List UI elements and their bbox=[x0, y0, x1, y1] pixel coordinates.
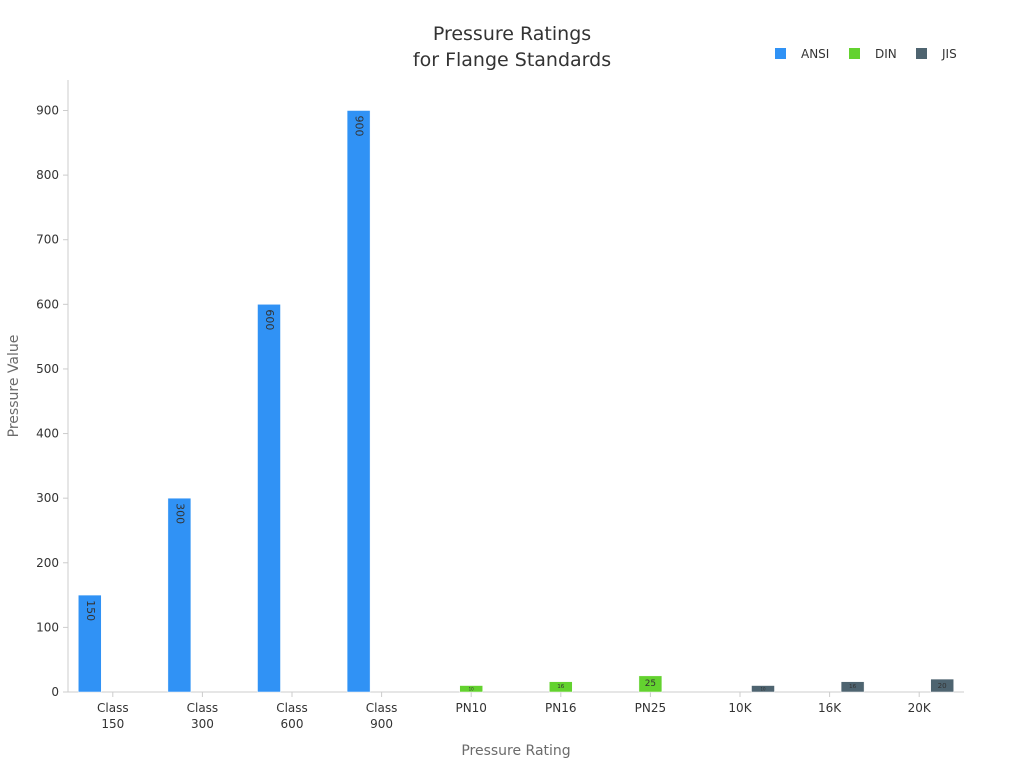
y-tick-label: 200 bbox=[36, 556, 59, 570]
x-tick-label-line: 20K bbox=[908, 701, 932, 715]
y-tick-label: 500 bbox=[36, 362, 59, 376]
bar-series: 150 300 600 900 10 16 25 10 16 20 bbox=[78, 110, 954, 693]
x-tick-label-line: 300 bbox=[191, 717, 214, 731]
x-tick-label-line: PN10 bbox=[455, 701, 486, 715]
x-tick-label-line: 900 bbox=[370, 717, 393, 731]
x-tick-label-line: 10K bbox=[728, 701, 752, 715]
bar-value-label: 10 bbox=[760, 686, 766, 691]
bar-din bbox=[549, 681, 573, 693]
y-tick-label: 100 bbox=[36, 620, 59, 634]
y-tick-label: 400 bbox=[36, 427, 59, 441]
y-axis-title: Pressure Value bbox=[6, 335, 22, 438]
bar-ansi bbox=[346, 110, 371, 693]
x-tick-label: Class 300 bbox=[187, 701, 219, 731]
x-tick-label-line: Class bbox=[366, 701, 398, 715]
bar-value-label: 16 bbox=[849, 684, 857, 690]
chart-title-line-2: for Flange Standards bbox=[413, 49, 611, 71]
legend-label-din: DIN bbox=[875, 47, 897, 61]
x-tick-label-line: 16K bbox=[818, 701, 842, 715]
x-tick-label-line: PN25 bbox=[635, 701, 666, 715]
x-tick-label-line: 600 bbox=[281, 717, 304, 731]
x-tick-label-line: Class bbox=[187, 701, 219, 715]
x-tick-label: PN16 bbox=[545, 701, 576, 715]
x-tick-label: Class 900 bbox=[366, 701, 398, 731]
bar-din bbox=[638, 675, 663, 693]
bar-jis bbox=[751, 685, 775, 693]
bar-value-label: 600 bbox=[263, 309, 276, 330]
y-tick-label: 600 bbox=[36, 297, 59, 311]
y-tick-label: 0 bbox=[51, 685, 59, 699]
bar-ansi bbox=[78, 594, 102, 693]
bar-ansi bbox=[167, 497, 192, 693]
y-axis-ticks: 0 100 200 300 400 500 600 700 800 900 bbox=[36, 104, 68, 699]
x-tick-label: Class 150 bbox=[97, 701, 129, 731]
legend-label-ansi: ANSI bbox=[801, 47, 829, 61]
bar-value-label: 10 bbox=[469, 686, 475, 691]
x-tick-label: PN25 bbox=[635, 701, 666, 715]
bar-value-label: 16 bbox=[557, 684, 565, 690]
x-tick-label: 20K bbox=[908, 701, 932, 715]
legend-label-jis: JIS bbox=[941, 47, 957, 61]
x-tick-label: Class 600 bbox=[276, 701, 308, 731]
legend-swatch-ansi bbox=[775, 48, 786, 59]
legend-swatch-jis bbox=[916, 48, 927, 59]
legend-swatch-din bbox=[849, 48, 860, 59]
chart-title-line-1: Pressure Ratings bbox=[433, 23, 591, 45]
bar-value-label: 20 bbox=[938, 681, 948, 690]
y-tick-label: 300 bbox=[36, 491, 59, 505]
bar-din bbox=[459, 685, 483, 693]
x-tick-label: 16K bbox=[818, 701, 842, 715]
x-tick-label-line: 150 bbox=[101, 717, 124, 731]
x-axis-ticks: Class 150 Class 300 Class 600 Class 900 PN10 PN16… bbox=[97, 692, 932, 731]
bar-jis bbox=[840, 681, 865, 693]
bar-jis bbox=[930, 678, 954, 693]
x-tick-label: 10K bbox=[728, 701, 752, 715]
chart-legend: ANSI DIN JIS bbox=[775, 47, 957, 61]
y-tick-label: 800 bbox=[36, 168, 59, 182]
x-tick-label-line: Class bbox=[276, 701, 308, 715]
x-axis-title: Pressure Rating bbox=[461, 743, 570, 759]
x-tick-label: PN10 bbox=[455, 701, 486, 715]
x-tick-label-line: PN16 bbox=[545, 701, 576, 715]
y-tick-label: 700 bbox=[36, 233, 59, 247]
bar-value-label: 300 bbox=[173, 503, 186, 524]
y-tick-label: 900 bbox=[36, 104, 59, 118]
bar-value-label: 150 bbox=[84, 600, 97, 621]
x-tick-label-line: Class bbox=[97, 701, 129, 715]
bar-ansi bbox=[257, 304, 281, 693]
bar-value-label: 900 bbox=[353, 116, 366, 137]
bar-value-label: 25 bbox=[645, 679, 656, 689]
